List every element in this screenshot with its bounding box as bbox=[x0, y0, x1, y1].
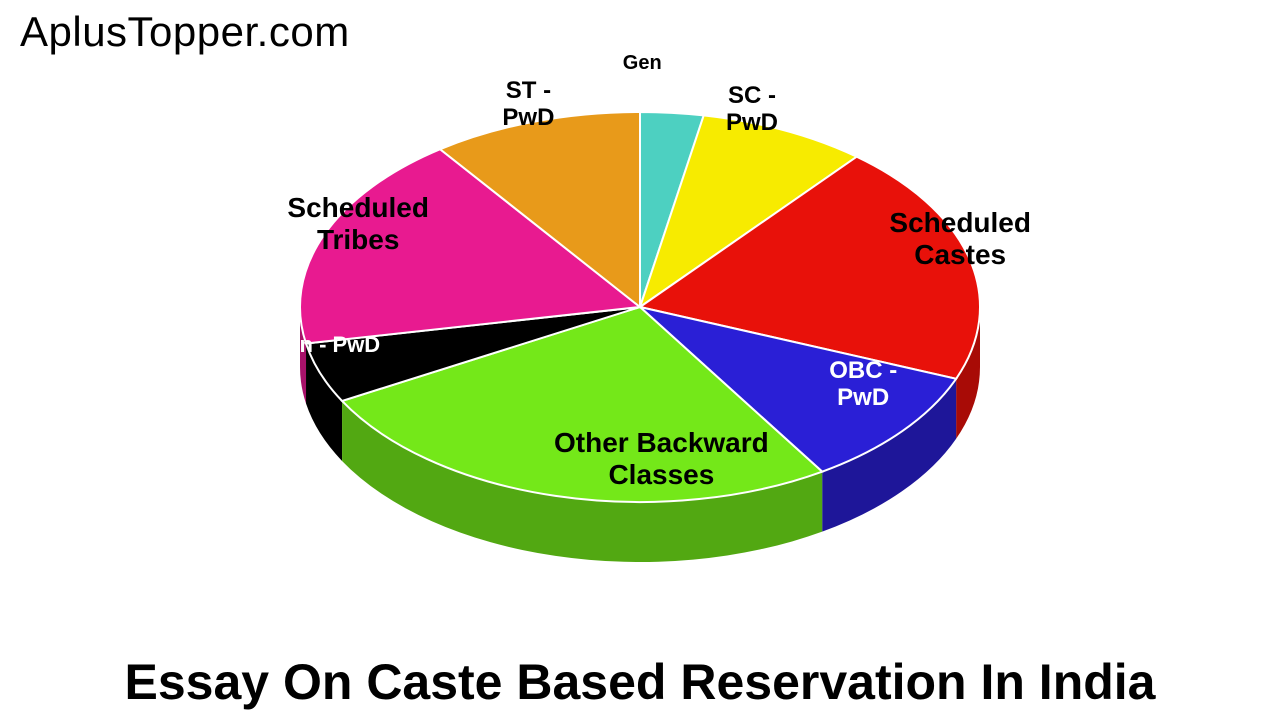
page-title: Essay On Caste Based Reservation In Indi… bbox=[0, 655, 1280, 710]
site-watermark: AplusTopper.com bbox=[20, 8, 350, 56]
pie-slice-label: Other Backward Classes bbox=[554, 427, 769, 491]
pie-slice-label: OBC - PwD bbox=[829, 357, 897, 412]
pie-svg bbox=[210, 67, 1070, 567]
pie-slice-label: SC - PwD bbox=[726, 82, 778, 137]
pie-slice-label: Gen bbox=[623, 52, 662, 75]
pie-slice-label: Gen - PwD bbox=[270, 332, 380, 357]
pie-slice-label: Scheduled Tribes bbox=[287, 192, 429, 256]
page-container: AplusTopper.com Gen SC - PwD Scheduled Cas… bbox=[0, 0, 1280, 720]
pie-slice-label: Scheduled Castes bbox=[889, 207, 1031, 271]
pie-chart-3d: GenSC - PwDScheduled CastesOBC - PwDOthe… bbox=[210, 67, 1070, 567]
pie-slice-label: ST - PwD bbox=[502, 77, 554, 132]
